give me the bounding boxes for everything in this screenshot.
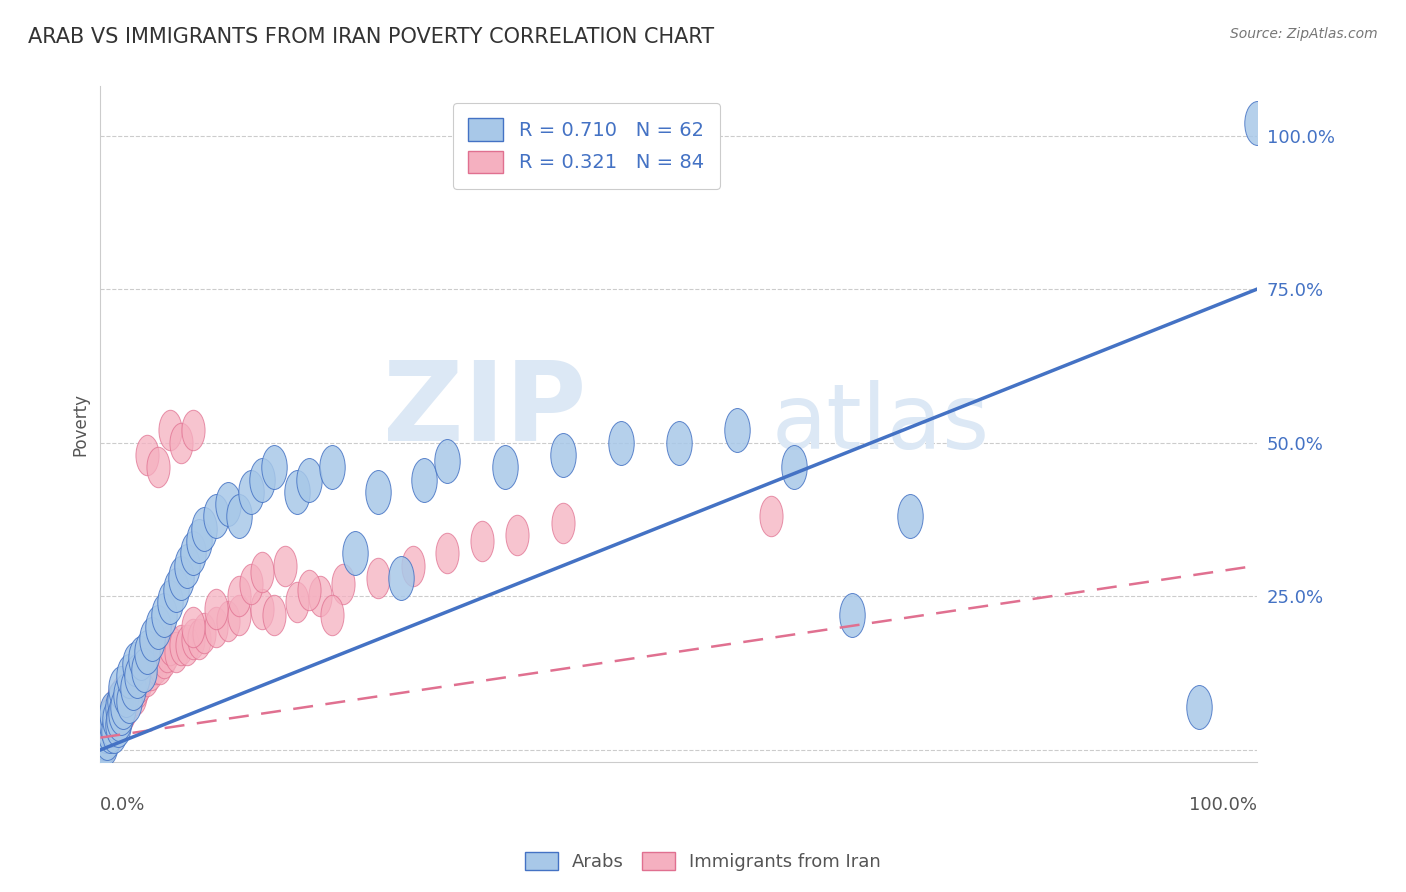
Y-axis label: Poverty: Poverty <box>72 392 89 456</box>
Text: ZIP: ZIP <box>382 358 586 464</box>
Text: atlas: atlas <box>772 380 990 468</box>
Text: Source: ZipAtlas.com: Source: ZipAtlas.com <box>1230 27 1378 41</box>
Text: ARAB VS IMMIGRANTS FROM IRAN POVERTY CORRELATION CHART: ARAB VS IMMIGRANTS FROM IRAN POVERTY COR… <box>28 27 714 46</box>
Legend: R = 0.710   N = 62, R = 0.321   N = 84: R = 0.710 N = 62, R = 0.321 N = 84 <box>453 103 720 188</box>
Legend: Arabs, Immigrants from Iran: Arabs, Immigrants from Iran <box>517 845 889 879</box>
Text: 100.0%: 100.0% <box>1189 796 1257 814</box>
Text: 0.0%: 0.0% <box>100 796 146 814</box>
